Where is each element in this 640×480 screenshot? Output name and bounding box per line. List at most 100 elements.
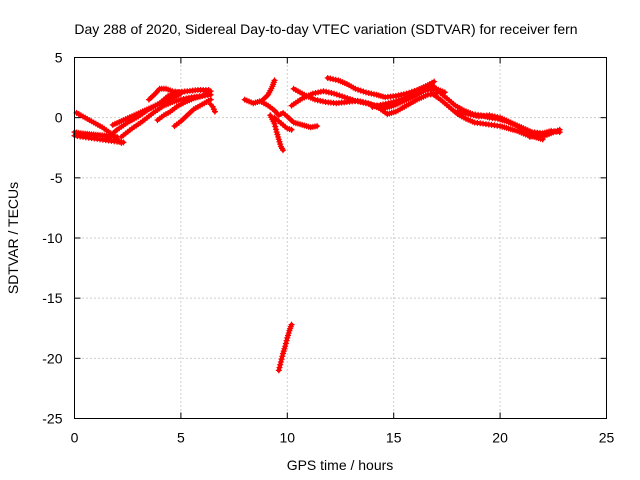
data-point — [352, 85, 359, 92]
data-point — [319, 98, 326, 105]
data-point — [177, 89, 184, 96]
data-point — [311, 96, 318, 103]
x-axis-label: GPS time / hours — [287, 457, 394, 473]
data-point — [398, 96, 405, 103]
data-point — [486, 112, 493, 119]
series-trace-13 — [267, 112, 287, 154]
series-trace-22 — [454, 108, 563, 137]
data-point — [368, 90, 375, 97]
data-point — [556, 126, 563, 133]
data-point — [272, 126, 279, 133]
y-tick-label: -25 — [42, 411, 62, 427]
data-point — [363, 89, 370, 96]
data-point — [314, 123, 321, 130]
data-point — [393, 98, 400, 105]
data-point — [277, 358, 284, 365]
series-trace-21 — [429, 90, 546, 143]
series-trace-23 — [526, 126, 563, 140]
x-tick-label: 0 — [71, 430, 79, 446]
data-point — [362, 99, 369, 106]
x-tick-label: 20 — [492, 430, 508, 446]
data-point — [357, 87, 364, 94]
y-tick-label: -20 — [42, 350, 62, 366]
data-point — [462, 110, 469, 117]
data-point — [336, 92, 343, 99]
data-point — [272, 123, 279, 130]
data-point — [470, 112, 477, 119]
data-point — [331, 90, 338, 97]
series-trace-14 — [271, 114, 295, 133]
series-trace-10 — [207, 101, 218, 115]
data-point — [465, 111, 472, 118]
data-point — [328, 89, 335, 96]
data-point — [317, 88, 324, 95]
data-point — [457, 109, 464, 116]
data-point — [454, 108, 461, 115]
data-point — [417, 88, 424, 95]
data-point — [374, 102, 381, 109]
series-trace-15 — [275, 321, 295, 374]
data-point — [467, 111, 474, 118]
data-point — [390, 99, 397, 106]
data-point — [315, 89, 322, 96]
y-tick-label: -15 — [42, 290, 62, 306]
data-point — [357, 98, 364, 105]
data-point — [282, 343, 289, 350]
axis-ticks — [74, 57, 607, 419]
data-point — [278, 356, 285, 363]
data-point — [489, 112, 496, 119]
data-point — [324, 74, 331, 81]
data-point — [365, 89, 372, 96]
data-point — [277, 361, 284, 368]
y-tick-label: -10 — [42, 230, 62, 246]
data-point — [380, 101, 387, 108]
data-point — [280, 147, 287, 154]
y-tick-label: 0 — [55, 110, 63, 126]
data-point — [354, 97, 361, 104]
data-point — [118, 139, 125, 146]
data-point — [396, 97, 403, 104]
data-point — [388, 99, 395, 106]
data-point — [371, 91, 378, 98]
data-point — [325, 89, 332, 96]
x-tick-labels: 0 5 10 15 20 25 — [71, 430, 615, 446]
data-point — [372, 103, 379, 110]
x-tick-label: 25 — [599, 430, 615, 446]
data-point — [211, 108, 218, 115]
series-trace-12 — [258, 99, 321, 131]
data-point — [333, 91, 340, 98]
data-point — [459, 109, 466, 116]
series-trace-6 — [109, 90, 184, 128]
data-point — [411, 90, 418, 97]
series-trace-7 — [145, 85, 184, 103]
data-point — [317, 97, 324, 104]
data-point — [377, 102, 384, 109]
data-point — [359, 99, 366, 106]
data-point — [369, 103, 376, 110]
data-point — [414, 89, 421, 96]
data-point — [282, 340, 289, 347]
data-point — [491, 113, 498, 120]
data-point — [271, 120, 278, 127]
data-point — [309, 90, 316, 97]
data-point — [312, 89, 319, 96]
data-point — [360, 88, 367, 95]
data-point — [320, 88, 327, 95]
series-trace-18 — [324, 74, 438, 101]
data-point — [288, 126, 295, 133]
data-point — [419, 87, 426, 94]
data-point — [207, 88, 214, 95]
data-point — [382, 100, 389, 107]
y-tick-label: 5 — [55, 50, 63, 66]
data-point — [431, 78, 438, 85]
data-point — [276, 364, 283, 371]
data-point — [341, 94, 348, 101]
data-point — [339, 93, 346, 100]
chart-title: Day 288 of 2020, Sidereal Day-to-day VTE… — [74, 21, 577, 37]
x-tick-label: 15 — [386, 430, 402, 446]
y-tick-labels: -25 -20 -15 -10 -5 0 5 — [42, 50, 62, 427]
x-tick-label: 5 — [177, 430, 185, 446]
data-point — [385, 100, 392, 107]
data-point — [355, 86, 362, 93]
